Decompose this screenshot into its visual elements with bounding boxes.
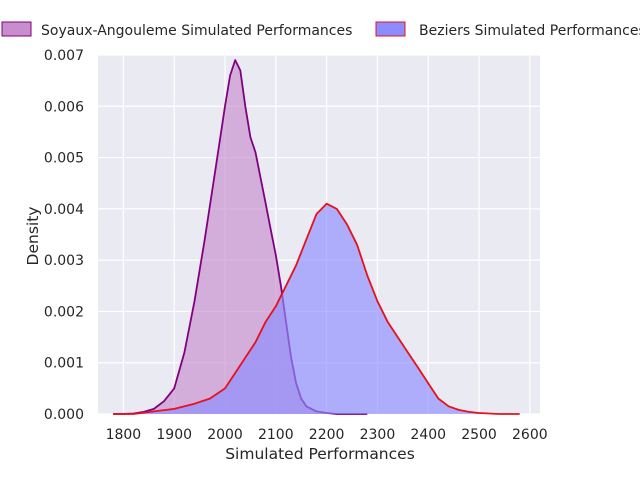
y-tick-label-7: 0.007: [44, 48, 84, 64]
series-layer: [113, 59, 520, 415]
y-axis-ticks: 0.000 0.001 0.002 0.003 0.004 0.005 0.006 0.007: [44, 48, 84, 423]
x-axis-ticks: 1800 1900 2000 2100 2200 2300 2400 2500 2600: [106, 427, 548, 443]
series-1-area: [113, 203, 520, 414]
x-tick-label-1: 1900: [156, 427, 192, 443]
legend-label-soyaux-angouleme: Soyaux-Angouleme Simulated Performances: [41, 23, 352, 39]
y-tick-label-6: 0.006: [44, 99, 84, 115]
x-tick-label-2: 2000: [207, 427, 243, 443]
x-tick-label-5: 2300: [360, 427, 396, 443]
y-tick-label-1: 0.001: [44, 356, 84, 372]
x-axis-label: Simulated Performances: [225, 445, 415, 463]
y-axis-label: Density: [24, 207, 42, 266]
x-tick-label-3: 2100: [258, 427, 294, 443]
legend-swatch-beziers: [375, 21, 406, 37]
x-tick-label-7: 2500: [461, 427, 497, 443]
legend-label-beziers: Beziers Simulated Performances: [419, 23, 640, 39]
y-tick-label-2: 0.002: [44, 304, 84, 320]
y-tick-label-0: 0.000: [44, 407, 84, 423]
y-tick-label-4: 0.004: [44, 202, 84, 218]
y-tick-label-5: 0.005: [44, 151, 84, 167]
x-tick-label-6: 2400: [410, 427, 446, 443]
x-tick-label-4: 2200: [309, 427, 345, 443]
series-1-line: [113, 202, 520, 415]
x-tick-label-8: 2600: [512, 427, 548, 443]
y-tick-label-3: 0.003: [44, 253, 84, 269]
series-0-area: [113, 60, 368, 414]
x-tick-label-0: 1800: [106, 427, 142, 443]
legend: Soyaux-Angouleme Simulated Performances …: [1, 21, 640, 39]
legend-swatch-soyaux-angouleme: [1, 21, 32, 37]
